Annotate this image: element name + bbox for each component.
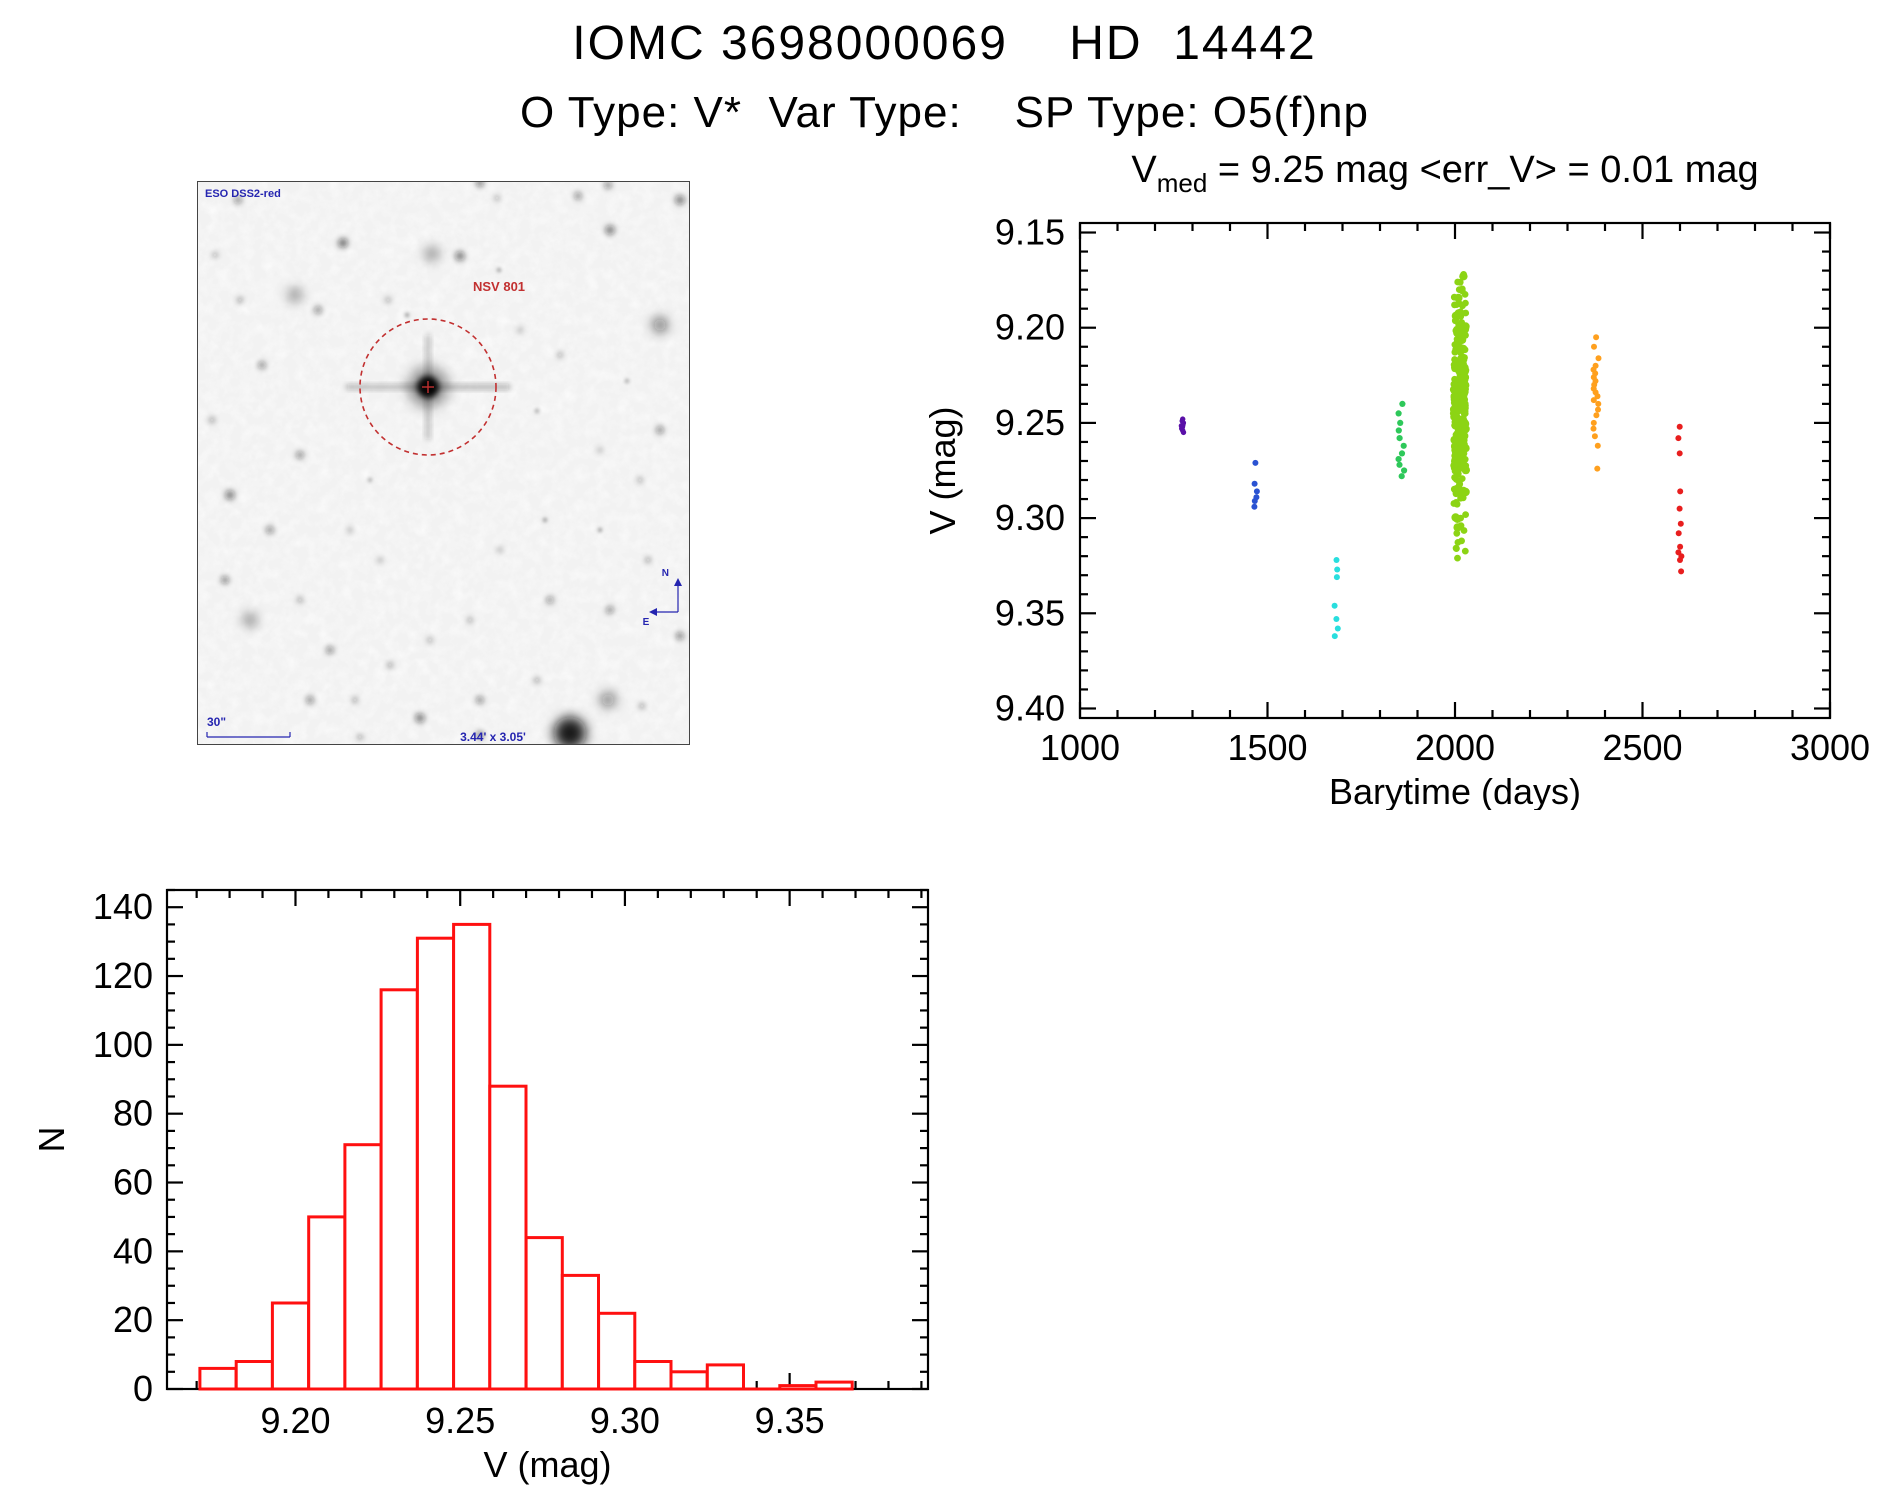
svg-text:9.15: 9.15 [995,212,1065,253]
scatter-xlabel: Barytime (days) [1329,771,1581,810]
sky-noise [197,181,690,745]
hist-ylabel: N [31,1127,72,1153]
target-circle [359,318,497,456]
page-title: IOMC 3698000069 HD 14442 [572,17,1317,70]
fov-label: 3.44' x 3.05' [460,730,526,744]
finder-chart-image: ESO DSS2-red NSV 801 30" 3.44' x 3.05' N E [197,181,690,745]
svg-text:9.30: 9.30 [590,1400,660,1441]
hist-bars [198,922,854,1391]
target-crosshair-icon [422,381,434,393]
scatter-ylabel: V (mag) [922,406,963,534]
svg-text:2500: 2500 [1602,727,1682,768]
svg-text:120: 120 [93,955,153,996]
svg-text:9.25: 9.25 [425,1400,495,1441]
svg-text:140: 140 [93,886,153,927]
epoch-1-violet [1178,416,1187,436]
svg-text:9.30: 9.30 [995,497,1065,538]
target-label: NSV 801 [473,279,525,294]
scatter-points [1178,271,1685,640]
epoch-6-orange [1590,334,1602,472]
svg-text:60: 60 [113,1162,153,1203]
finder-border [197,181,690,745]
scalebar-label: 30" [207,715,226,729]
compass-east-label: E [643,617,650,628]
scatter-axes [1078,221,1832,720]
svg-text:9.20: 9.20 [995,307,1065,348]
field-stars [209,181,685,745]
epoch-7-red [1675,423,1685,575]
svg-text:100: 100 [93,1024,153,1065]
hist-xlabel: V (mag) [483,1444,611,1485]
scalebar [206,732,291,738]
page-subtitle: O Type: V* Var Type: SP Type: O5(f)np [520,88,1369,137]
epoch-4-green [1395,400,1408,480]
epoch-5-chartreuse [1449,271,1470,562]
svg-text:9.35: 9.35 [755,1400,825,1441]
svg-text:3000: 3000 [1790,727,1870,768]
svg-text:40: 40 [113,1230,153,1271]
magnitude-histogram: 0 20 40 60 80 100 120 140 9.20 9.25 9.30 9.35 V (mag… [31,886,930,1485]
epoch-3-cyan [1331,557,1341,640]
hist-tick-labels: 0 20 40 60 80 100 120 140 9.20 9.25 9.30 9.35 [93,886,825,1441]
svg-text:1500: 1500 [1227,727,1307,768]
svg-text:0: 0 [133,1368,153,1409]
svg-text:9.35: 9.35 [995,592,1065,633]
scatter-title: Vmed = 9.25 mag <err_V> = 0.01 mag [1131,149,1758,198]
svg-text:9.40: 9.40 [995,687,1065,728]
svg-text:1000: 1000 [1040,727,1120,768]
svg-text:20: 20 [113,1299,153,1340]
svg-text:2000: 2000 [1415,727,1495,768]
survey-label: ESO DSS2-red [205,188,281,200]
svg-text:80: 80 [113,1093,153,1134]
epoch-2-blue [1251,459,1260,510]
svg-text:9.25: 9.25 [995,402,1065,443]
compass-icon [649,578,682,616]
svg-text:9.20: 9.20 [260,1400,330,1441]
compass-north-label: N [662,568,669,579]
